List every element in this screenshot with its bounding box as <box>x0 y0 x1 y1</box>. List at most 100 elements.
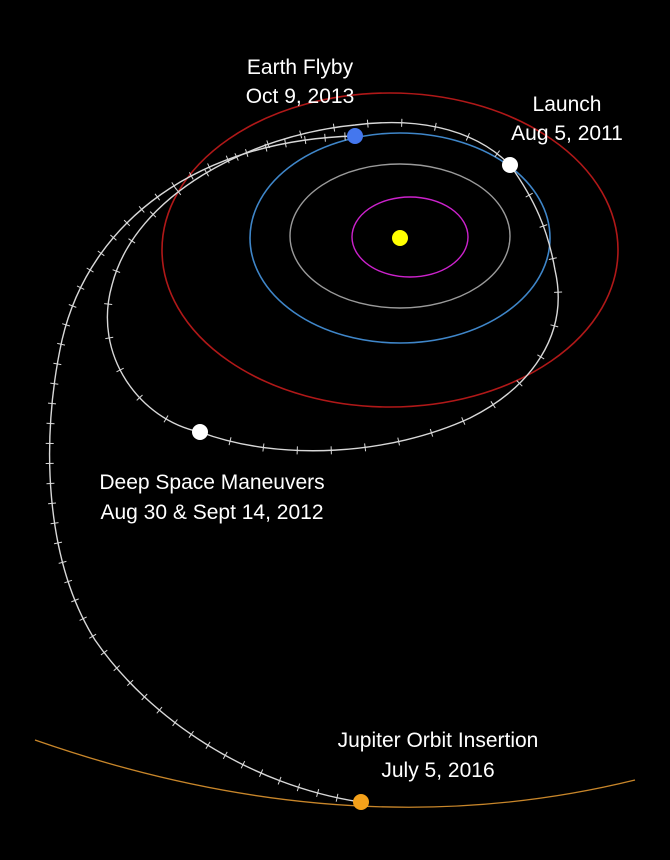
trajectory-tick <box>222 751 228 760</box>
trajectory-tick <box>171 182 177 190</box>
jupiter-orbit-insertion-date: July 5, 2016 <box>381 759 494 782</box>
trajectory-tick <box>126 679 134 687</box>
trajectory-tick <box>461 417 466 425</box>
trajectory-tick <box>284 139 287 148</box>
trajectory-tick <box>50 382 59 385</box>
trajectory-tick <box>68 304 77 308</box>
mercury-orbit <box>351 196 469 278</box>
mars-orbit <box>161 92 619 408</box>
jupiter-orbit <box>34 739 636 808</box>
trajectory-tick <box>205 741 211 749</box>
trajectory-tick <box>154 193 161 201</box>
trajectory-tick <box>175 188 182 196</box>
trajectory-tick <box>76 285 85 290</box>
earth-flyby-title: Earth Flyby <box>247 56 354 79</box>
trajectory-tick <box>57 342 66 346</box>
trajectory-tick <box>332 123 336 132</box>
trajectory-tick <box>264 143 268 152</box>
trajectory-tick <box>397 437 400 446</box>
trajectory-tick <box>550 324 559 328</box>
trajectory-tick <box>299 130 303 139</box>
trajectory-tick <box>53 362 62 366</box>
trajectory-tick <box>240 760 246 769</box>
deep-space-maneuver-marker <box>192 424 208 440</box>
deep-space-maneuvers-title: Deep Space Maneuvers <box>99 471 324 494</box>
trajectory-tick <box>207 163 212 171</box>
trajectory-tick <box>188 172 194 180</box>
trajectory-tick <box>234 153 239 161</box>
trajectory-tick <box>64 579 73 584</box>
trajectory-tick <box>366 119 369 128</box>
trajectory-tick <box>156 706 163 714</box>
trajectory-tick <box>525 192 533 198</box>
launch-marker <box>502 157 518 173</box>
trajectory-tick <box>494 150 501 158</box>
trajectory-tick-marks <box>45 118 563 806</box>
venus-orbit <box>289 163 511 309</box>
trajectory-jupiter-cruise <box>48 135 361 803</box>
trajectory-tick <box>112 269 121 273</box>
trajectory-tick <box>100 649 108 656</box>
trajectory-tick <box>266 140 270 149</box>
trajectory-tick <box>46 482 55 485</box>
trajectory-tick <box>228 437 232 446</box>
trajectory-tick <box>163 415 169 423</box>
trajectory-tick <box>259 769 264 777</box>
trajectory-tick <box>58 560 67 564</box>
trajectory-tick <box>62 323 71 327</box>
trajectory-tick <box>50 522 59 525</box>
trajectory-tick <box>123 219 131 227</box>
trajectory-tick <box>262 443 265 452</box>
trajectory-tick <box>537 354 545 360</box>
trajectory-tick <box>71 598 79 603</box>
trajectory-tick <box>304 136 307 145</box>
trajectory-tick <box>110 234 117 241</box>
trajectory-tick <box>277 776 282 785</box>
trajectory-tick <box>245 149 249 157</box>
earth-flyby-marker <box>347 128 363 144</box>
trajectory-tick <box>141 693 148 701</box>
launch-date: Aug 5, 2011 <box>511 122 623 145</box>
trajectory-tick <box>335 793 339 802</box>
trajectory-tick <box>138 205 145 213</box>
trajectory-tick <box>434 122 437 131</box>
trajectory-tick <box>429 428 434 437</box>
trajectory-tick <box>548 257 557 260</box>
trajectory-tick <box>116 367 124 373</box>
trajectory-tick <box>136 394 143 401</box>
trajectory-tick <box>188 730 194 738</box>
jupiter-orbit-insertion-title: Jupiter Orbit Insertion <box>338 729 539 752</box>
trajectory-tick <box>296 783 301 792</box>
trajectory-tick <box>149 211 157 218</box>
trajectory-tick <box>172 719 178 727</box>
trajectory-tick <box>490 401 496 409</box>
trajectory-tick <box>113 665 121 672</box>
trajectory-tick <box>539 224 548 228</box>
trajectory-tick <box>516 380 523 387</box>
sun <box>392 230 408 246</box>
trajectory-tick <box>89 633 97 639</box>
trajectory-tick <box>128 238 136 244</box>
trajectory-tick <box>97 250 105 257</box>
deep-space-maneuvers-date: Aug 30 & Sept 14, 2012 <box>100 501 323 524</box>
trajectory-tick <box>79 616 87 621</box>
earth-flyby-date: Oct 9, 2013 <box>246 85 355 108</box>
trajectory-first-loop <box>106 121 559 452</box>
trajectory-tick <box>324 133 326 142</box>
trajectory-tick <box>47 402 57 405</box>
earth-orbit <box>249 132 551 344</box>
trajectory-tick <box>225 155 230 164</box>
trajectory-tick <box>104 303 113 305</box>
launch-title: Launch <box>533 93 602 116</box>
trajectory-tick <box>316 788 320 798</box>
trajectory-tick <box>48 502 57 505</box>
trajectory-tick <box>364 443 367 452</box>
jupiter-orbit-insertion-marker <box>353 794 369 810</box>
trajectory-tick <box>105 336 114 340</box>
trajectory-tick <box>86 267 94 273</box>
trajectory-tick <box>204 169 210 177</box>
trajectory-tick <box>465 132 470 141</box>
trajectory-tick <box>54 541 63 545</box>
trajectory-tick <box>46 422 55 425</box>
